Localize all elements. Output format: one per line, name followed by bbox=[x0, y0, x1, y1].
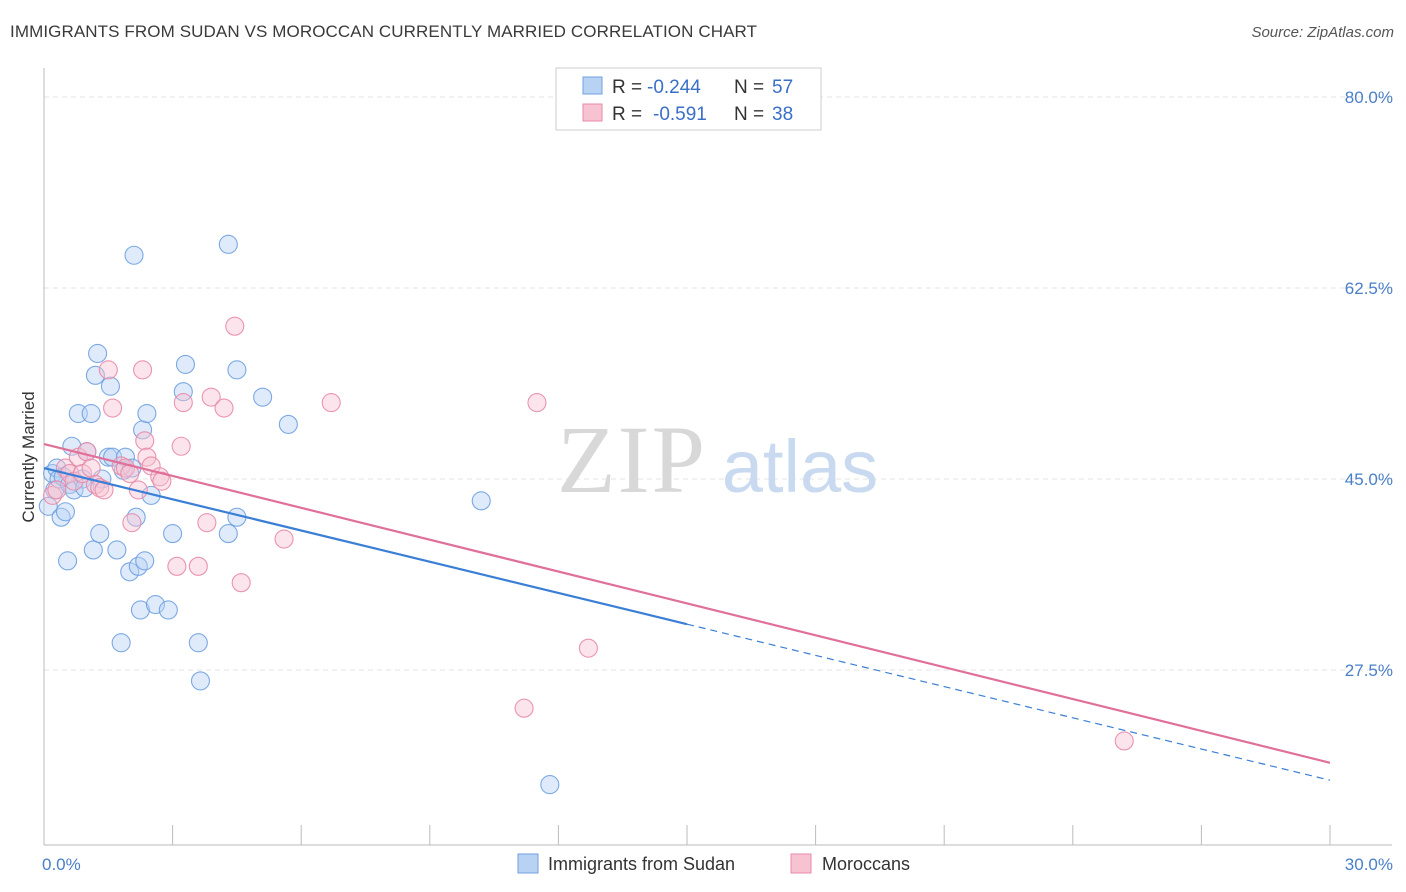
watermark-zip: ZIP bbox=[557, 406, 707, 513]
point-moroccans bbox=[201, 387, 221, 407]
legend-n-label-sudan: N = bbox=[734, 77, 764, 98]
point-sudan bbox=[130, 600, 150, 620]
point-sudan bbox=[227, 360, 247, 380]
point-moroccans bbox=[1114, 731, 1134, 751]
y-tick-label: 27.5% bbox=[1345, 661, 1393, 680]
legend-r-value-sudan: -0.244 bbox=[647, 77, 701, 98]
legend-swatch-moroccans bbox=[582, 103, 603, 122]
y-tick-labels: 80.0% 62.5% 45.0% 27.5% bbox=[1345, 88, 1393, 680]
point-moroccans bbox=[225, 316, 245, 336]
legend-r-value-moroccans: -0.591 bbox=[653, 104, 707, 125]
point-moroccans bbox=[171, 436, 191, 456]
point-moroccans bbox=[578, 638, 598, 658]
chart-title: IMMIGRANTS FROM SUDAN VS MOROCCAN CURREN… bbox=[10, 22, 758, 41]
legend-n-label-moroccans: N = bbox=[734, 104, 764, 125]
bottom-legend-swatch-sudan bbox=[517, 853, 539, 874]
point-moroccans bbox=[135, 431, 155, 451]
legend-box: R = -0.244 N = 57 R = -0.591 N = 38 bbox=[555, 67, 822, 131]
point-sudan bbox=[175, 354, 196, 374]
point-moroccans bbox=[77, 442, 97, 462]
legend-r-label-sudan: R = bbox=[612, 77, 642, 98]
point-sudan bbox=[163, 524, 183, 544]
point-sudan bbox=[471, 491, 491, 511]
point-moroccans bbox=[122, 513, 142, 533]
trend-line-sudan bbox=[43, 467, 688, 626]
point-sudan bbox=[218, 524, 238, 544]
y-tick-label: 45.0% bbox=[1345, 470, 1393, 489]
point-sudan bbox=[85, 365, 105, 385]
point-moroccans bbox=[321, 393, 341, 413]
point-sudan bbox=[253, 387, 273, 407]
point-sudan bbox=[88, 343, 108, 364]
legend-swatch-sudan bbox=[582, 76, 603, 95]
point-moroccans bbox=[81, 458, 101, 478]
point-moroccans bbox=[197, 513, 217, 533]
point-sudan bbox=[188, 633, 208, 653]
point-sudan bbox=[100, 376, 120, 396]
point-sudan bbox=[190, 671, 211, 691]
point-moroccans bbox=[94, 480, 114, 500]
point-moroccans bbox=[188, 556, 208, 576]
point-moroccans bbox=[47, 480, 67, 500]
point-moroccans bbox=[527, 393, 547, 413]
point-sudan bbox=[58, 551, 78, 571]
point-sudan bbox=[83, 540, 103, 560]
x-tick-labels: 0.0% 30.0% bbox=[42, 855, 1393, 874]
trend-line-sudan-extension bbox=[686, 623, 1331, 781]
axes bbox=[43, 68, 1392, 846]
point-sudan bbox=[107, 540, 127, 560]
point-moroccans bbox=[231, 573, 251, 593]
point-moroccans bbox=[214, 398, 234, 418]
trend-line-moroccans bbox=[43, 443, 1331, 764]
bottom-legend-label-moroccans: Moroccans bbox=[822, 854, 910, 874]
y-axis-label: Currently Married bbox=[19, 391, 38, 522]
point-moroccans bbox=[133, 360, 153, 380]
legend-n-value-sudan: 57 bbox=[772, 77, 793, 98]
point-moroccans bbox=[514, 698, 534, 718]
point-sudan bbox=[128, 556, 148, 576]
watermark-atlas: atlas bbox=[722, 425, 878, 508]
series-moroccans-points bbox=[43, 316, 1134, 751]
point-sudan bbox=[111, 633, 131, 653]
series-sudan-points bbox=[38, 234, 560, 795]
point-sudan bbox=[90, 524, 110, 544]
point-sudan bbox=[135, 551, 155, 571]
point-sudan bbox=[173, 382, 193, 402]
point-moroccans bbox=[98, 360, 118, 380]
point-moroccans bbox=[173, 393, 193, 413]
source-credit: Source: ZipAtlas.com bbox=[1251, 24, 1394, 41]
point-sudan bbox=[137, 403, 157, 424]
point-sudan bbox=[540, 775, 560, 795]
point-sudan bbox=[81, 403, 101, 424]
bottom-legend-swatch-moroccans bbox=[790, 853, 812, 874]
bottom-legend: Immigrants from Sudan Moroccans bbox=[517, 853, 910, 874]
watermark: ZIP atlas bbox=[557, 406, 878, 513]
point-moroccans bbox=[137, 447, 157, 467]
point-moroccans bbox=[167, 556, 187, 576]
legend-r-label-moroccans: R = bbox=[612, 104, 642, 125]
point-sudan bbox=[218, 234, 238, 254]
x-tick-label: 0.0% bbox=[42, 855, 81, 874]
x-tick-label: 30.0% bbox=[1345, 855, 1393, 874]
point-sudan bbox=[145, 594, 166, 615]
bottom-legend-label-sudan: Immigrants from Sudan bbox=[548, 854, 735, 874]
point-moroccans bbox=[274, 529, 294, 549]
point-moroccans bbox=[103, 398, 123, 418]
y-tick-label: 80.0% bbox=[1345, 88, 1393, 107]
point-sudan bbox=[38, 496, 58, 516]
trend-lines bbox=[43, 443, 1331, 781]
y-tick-label: 62.5% bbox=[1345, 279, 1393, 298]
point-sudan bbox=[158, 600, 178, 620]
legend-n-value-moroccans: 38 bbox=[772, 104, 793, 125]
point-sudan bbox=[124, 245, 144, 265]
point-sudan bbox=[278, 414, 298, 434]
point-sudan bbox=[55, 502, 75, 522]
